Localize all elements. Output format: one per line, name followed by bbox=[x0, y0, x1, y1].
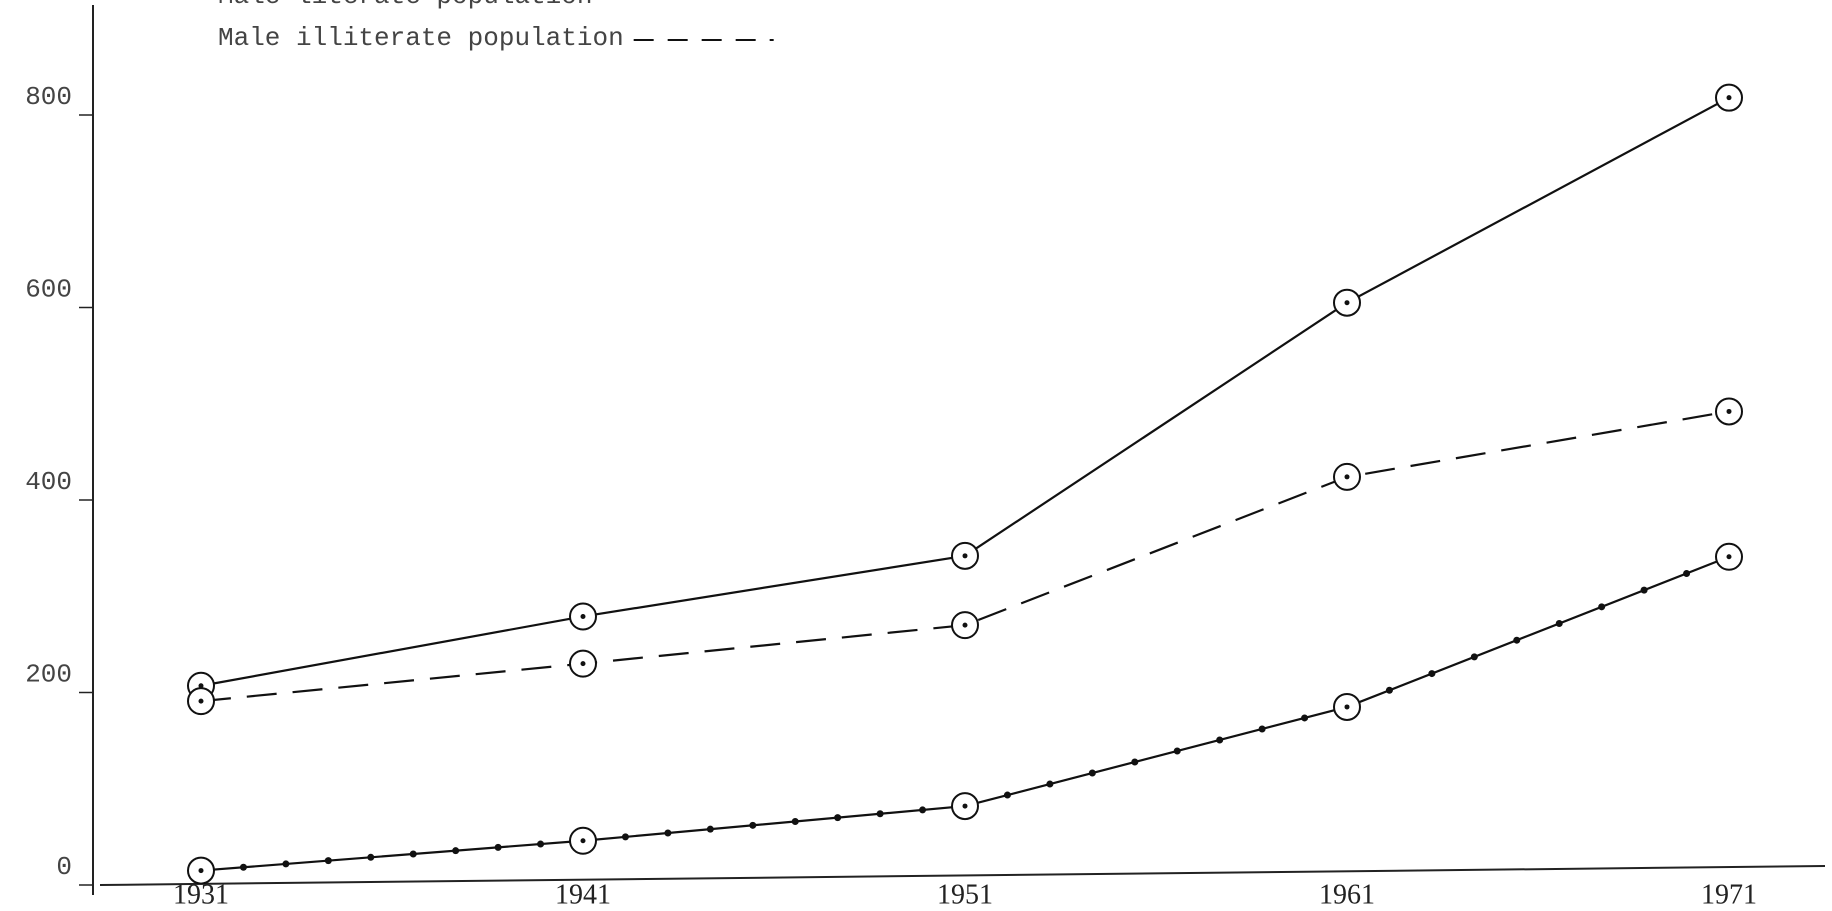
series-line bbox=[200, 555, 1730, 872]
line-dot bbox=[876, 810, 884, 818]
line-dot bbox=[1683, 569, 1691, 577]
line-dot bbox=[367, 853, 375, 861]
x-tick-label: 1971 bbox=[1701, 879, 1757, 910]
data-point-dot bbox=[580, 661, 586, 667]
line-dot bbox=[282, 860, 290, 868]
series-line bbox=[200, 96, 1730, 687]
line-dot bbox=[452, 847, 460, 855]
data-point-dot bbox=[962, 553, 968, 559]
data-point-dot bbox=[1726, 408, 1732, 414]
series-line bbox=[200, 410, 1730, 703]
x-axis bbox=[99, 865, 1826, 886]
line-dot bbox=[621, 833, 629, 841]
line-dot bbox=[324, 857, 332, 865]
line-dot bbox=[1598, 603, 1606, 611]
line-dot bbox=[664, 829, 672, 837]
data-point-dot bbox=[198, 698, 204, 704]
line-dot bbox=[1258, 725, 1266, 733]
data-point-dot bbox=[1344, 704, 1350, 710]
data-point-dot bbox=[962, 803, 968, 809]
line-dot bbox=[1216, 736, 1224, 744]
data-point-dot bbox=[1726, 554, 1732, 560]
y-tick-label: 600 bbox=[25, 274, 72, 304]
data-point-dot bbox=[198, 683, 204, 689]
line-dot bbox=[834, 814, 842, 822]
line-dot bbox=[1173, 747, 1181, 755]
line-dot bbox=[1046, 780, 1054, 788]
line-dot bbox=[1131, 758, 1139, 766]
x-tick-label: 1961 bbox=[1319, 879, 1375, 910]
x-tick-label: 1931 bbox=[173, 879, 229, 910]
legend-label: Male literate population bbox=[218, 0, 592, 11]
y-tick-label: 0 bbox=[56, 852, 72, 882]
x-tick-label: 1951 bbox=[937, 879, 993, 910]
line-dot bbox=[1003, 791, 1011, 799]
line-dot bbox=[791, 817, 799, 825]
data-point-dot bbox=[962, 622, 968, 628]
line-dot bbox=[919, 806, 927, 814]
data-point-dot bbox=[1344, 474, 1350, 480]
data-point-dot bbox=[580, 838, 586, 844]
data-point-dot bbox=[580, 613, 586, 619]
data-point-dot bbox=[1344, 300, 1350, 306]
line-dot bbox=[1428, 670, 1436, 678]
line-dot bbox=[1088, 769, 1096, 777]
line-dot bbox=[1555, 620, 1563, 628]
line-dot bbox=[706, 825, 714, 833]
line-dot bbox=[1301, 714, 1309, 722]
x-tick-label: 1941 bbox=[555, 879, 611, 910]
data-point-dot bbox=[1726, 95, 1732, 101]
line-dot bbox=[1470, 653, 1478, 661]
line-dot bbox=[239, 863, 247, 871]
y-tick-label: 400 bbox=[25, 467, 72, 497]
line-dot bbox=[537, 840, 545, 848]
y-tick-label: 200 bbox=[25, 659, 72, 689]
line-dot bbox=[749, 821, 757, 829]
y-tick-label: 800 bbox=[25, 82, 72, 112]
legend-label: Male illiterate population bbox=[218, 23, 624, 53]
line-dot bbox=[1640, 586, 1648, 594]
line-dot bbox=[1513, 636, 1521, 644]
line-dot bbox=[1385, 686, 1393, 694]
line-dot bbox=[494, 843, 502, 851]
line-dot bbox=[409, 850, 417, 858]
data-point-dot bbox=[198, 868, 204, 874]
